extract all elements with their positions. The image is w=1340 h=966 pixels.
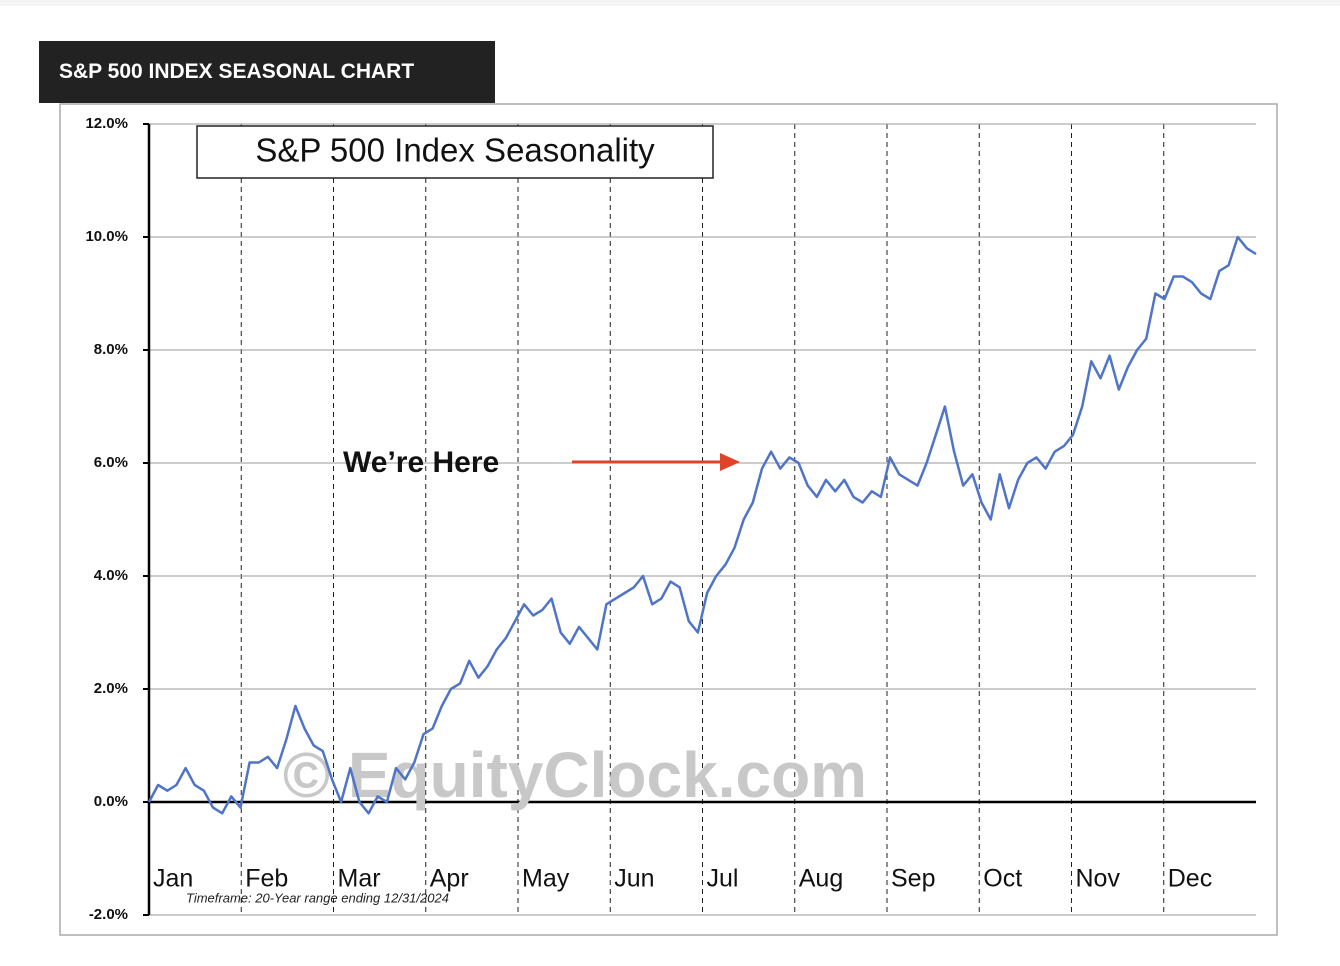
x-tick-label: Jan	[153, 865, 193, 893]
y-tick-label: 2.0%	[94, 680, 128, 697]
x-tick-label: Jun	[614, 865, 654, 893]
y-tick-label: 8.0%	[94, 341, 128, 358]
x-tick-label: Nov	[1076, 865, 1121, 893]
y-tick-label: 10.0%	[85, 228, 128, 245]
annotation: We’re Here	[343, 446, 499, 479]
x-tick-label: Oct	[983, 865, 1022, 893]
title-box	[196, 125, 714, 179]
series-line	[147, 235, 1257, 815]
y-tick-label: -2.0%	[89, 906, 128, 923]
y-tick-label: 4.0%	[94, 567, 128, 584]
top-bar	[0, 0, 1340, 6]
x-tick-label: Apr	[430, 865, 469, 893]
y-tick-label: 0.0%	[94, 793, 128, 810]
section-header: S&P 500 INDEX SEASONAL CHART	[39, 41, 495, 103]
watermark: © EquityClock.com	[283, 739, 867, 811]
x-tick-label: Jul	[707, 865, 739, 893]
x-tick-label: Sep	[891, 865, 935, 893]
arrow-head	[720, 453, 740, 471]
y-tick-label: 6.0%	[94, 454, 128, 471]
x-tick-label: May	[522, 865, 570, 893]
chart-frame	[59, 103, 1278, 936]
x-tick-label: Feb	[245, 865, 288, 893]
x-tick-label: Dec	[1168, 865, 1212, 893]
chart-title: S&P 500 Index Seasonality	[255, 132, 655, 169]
x-tick-label: Aug	[799, 865, 843, 893]
footnote: Timeframe: 20-Year range ending 12/31/20…	[186, 890, 449, 905]
x-tick-label: Mar	[338, 865, 381, 893]
y-tick-label: 12.0%	[85, 115, 128, 132]
